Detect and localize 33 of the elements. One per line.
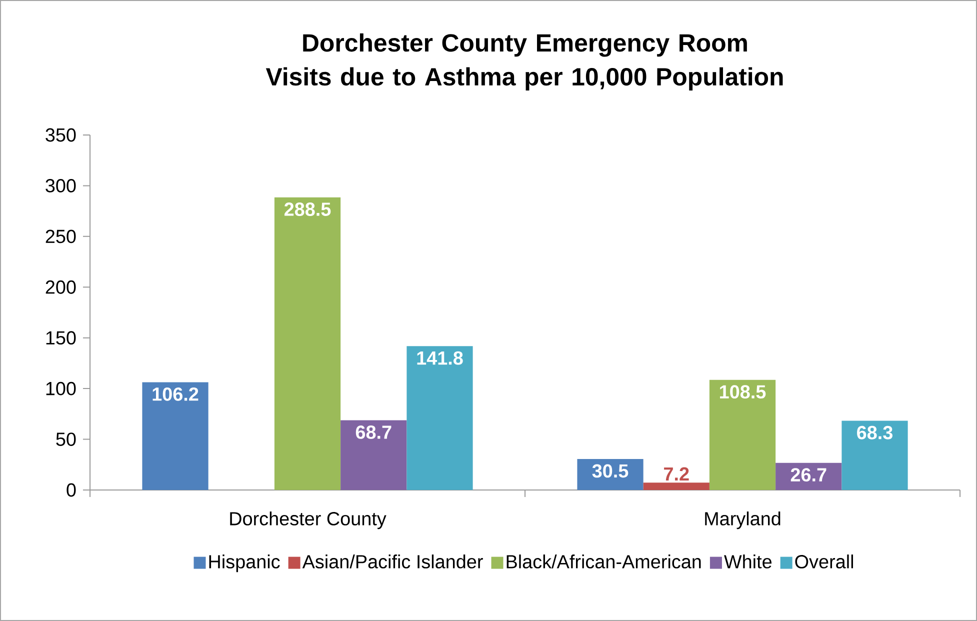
- y-tick-label: 250: [46, 230, 76, 244]
- y-tick-label: 50: [56, 432, 76, 446]
- y-tick-label: 300: [46, 179, 76, 192]
- legend-label: Hispanic: [209, 554, 280, 572]
- bar: [577, 459, 644, 490]
- data-label: 30.5: [592, 464, 628, 478]
- data-label: 68.3: [857, 426, 892, 440]
- legend-label: Overall: [795, 554, 854, 568]
- chart-title: Dorchester County Emergency Room Visits due to Asthma per 10,000 Population: [266, 33, 783, 91]
- bar: [842, 420, 908, 490]
- bar: [274, 197, 341, 490]
- x-tick-label: Dorchester County: [230, 511, 386, 530]
- bar: [142, 382, 208, 490]
- y-tick-label: 350: [46, 128, 76, 142]
- bar: [643, 482, 710, 490]
- data-label: 68.7: [356, 426, 392, 439]
- legend-label: White: [724, 554, 772, 568]
- bar: [406, 346, 473, 490]
- data-label: 288.5: [284, 202, 331, 216]
- y-tick-label: 0: [66, 483, 76, 497]
- bar: [340, 420, 407, 490]
- data-label: 108.5: [720, 385, 766, 399]
- y-tick-label: 100: [46, 382, 76, 396]
- data-label: 106.2: [152, 387, 198, 401]
- y-tick-label: 200: [46, 280, 76, 294]
- legend-label: Asian/Pacific Islander: [302, 554, 483, 568]
- bar: [709, 380, 776, 490]
- y-tick-label: 150: [46, 331, 76, 345]
- data-label: 26.7: [790, 468, 826, 482]
- legend-label: Black/African-American: [506, 554, 701, 568]
- data-label: 141.8: [417, 351, 463, 365]
- x-tick-label: Maryland: [705, 511, 780, 530]
- data-label: 7.2: [664, 467, 689, 480]
